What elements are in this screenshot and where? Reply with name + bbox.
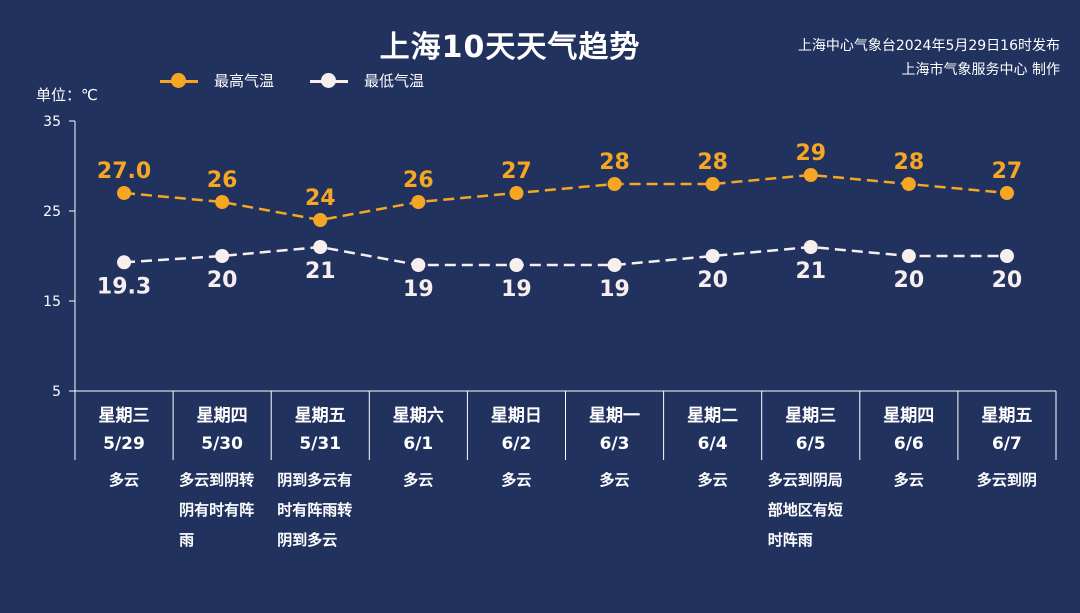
day-column: 星期三 5/29 多云 [75,391,173,495]
day-weather: 多云到阴转阴有时有阵雨 [179,471,255,549]
y-tick-label: 15 [43,294,61,310]
legend-low-marker [321,73,336,88]
chart-title: 上海10天天气趋势 [379,30,641,65]
low-temp-point [607,258,622,272]
high-temp-point [705,177,720,191]
low-temp-label: 21 [795,259,826,284]
high-temp-label: 27.0 [97,159,151,184]
high-temp-point [411,195,426,209]
day-column: 星期一 6/3 多云 [566,391,664,495]
day-weekday: 星期一 [589,406,640,426]
low-temp-label: 20 [207,268,238,293]
high-temp-label: 24 [305,186,336,211]
day-weather: 多云 [501,471,532,489]
day-date: 6/7 [991,434,1022,454]
day-column: 星期二 6/4 多云 [664,391,762,495]
high-temp-label: 28 [894,150,925,175]
day-date: 5/30 [201,434,243,454]
legend-high-marker [171,73,186,88]
high-temp-point [901,177,916,191]
high-temp-point [999,186,1014,200]
day-weekday: 星期五 [981,406,1033,426]
day-date: 6/1 [403,434,434,454]
day-weekday: 星期三 [98,406,150,426]
day-date: 6/4 [697,434,728,454]
high-temp-label: 26 [207,168,238,193]
day-column: 星期四 5/30 多云到阴转阴有时有阵雨 [173,391,271,555]
day-column: 星期五 5/31 阴到多云有时有阵雨转阴到多云 [271,391,369,555]
y-tick-label: 25 [43,204,61,220]
low-temp-label: 21 [305,259,336,284]
low-temp-label: 19.3 [97,274,151,299]
low-temp-point [313,240,328,254]
low-temp-point [705,249,720,263]
day-weekday: 星期日 [490,406,542,426]
high-temp-label: 27 [992,159,1023,184]
day-weather: 多云 [893,471,924,489]
high-temp-label: 28 [599,150,630,175]
high-temp-label: 27 [501,159,532,184]
publisher-line-1: 上海中心气象台2024年5月29日16时发布 [797,38,1060,54]
low-temp-label: 20 [894,268,925,293]
day-date: 6/5 [795,434,826,454]
low-temp-line [123,245,1007,267]
day-date: 6/2 [501,434,532,454]
low-temp-point [215,249,230,263]
day-column: 星期五 6/7 多云到阴 [958,391,1056,495]
day-weekday: 星期三 [785,406,837,426]
day-column: 星期六 6/1 多云 [369,391,467,495]
low-temp-point [411,258,426,272]
publisher-info: 上海中心气象台2024年5月29日16时发布 上海市气象服务中心 制作 [798,34,1060,82]
high-temp-label: 29 [795,141,826,166]
day-weather: 多云 [599,471,630,489]
day-column: 星期日 6/2 多云 [467,391,565,495]
high-temp-point [803,168,818,182]
low-temp-point [999,249,1014,263]
high-temp-line [123,173,1008,222]
publisher-line-2: 上海市气象服务中心 制作 [901,62,1060,78]
legend-high-label: 最高气温 [214,72,275,90]
day-weekday: 星期六 [392,406,444,426]
low-temp-point [803,240,818,254]
low-temp-label: 20 [992,268,1023,293]
day-weather: 多云到阴 [976,471,1037,489]
high-temp-point [509,186,524,200]
high-temp-point [117,186,132,200]
low-temp-point [117,255,132,270]
low-temp-point [901,249,916,263]
day-weather: 多云 [403,471,434,489]
low-temp-label: 19 [501,277,532,302]
legend-low-label: 最低气温 [364,72,425,90]
unit-label: 单位：℃ [36,86,98,104]
day-weather: 阴到多云有时有阵雨转阴到多云 [277,471,353,549]
day-date: 6/3 [599,434,630,454]
high-temp-point [313,213,328,227]
day-weather: 多云 [697,471,728,489]
day-date: 6/6 [893,434,924,454]
high-temp-point [215,195,230,209]
low-temp-label: 19 [599,277,630,302]
day-weather: 多云到阴局部地区有短时阵雨 [767,471,843,549]
day-weekday: 星期五 [294,406,346,426]
day-weekday: 星期四 [196,406,248,426]
day-column: 星期四 6/6 多云 [860,391,958,495]
high-temp-label: 28 [697,150,728,175]
y-tick-label: 5 [52,384,61,400]
low-temp-label: 20 [697,268,728,293]
day-date: 5/29 [103,434,145,454]
day-weather: 多云 [108,471,139,489]
low-temp-label: 19 [403,277,434,302]
day-weekday: 星期二 [687,406,739,426]
day-date: 5/31 [299,434,342,454]
high-temp-point [607,177,622,191]
day-column: 星期三 6/5 多云到阴局部地区有短时阵雨 [762,391,860,555]
day-weekday: 星期四 [883,406,935,426]
high-temp-label: 26 [403,168,434,193]
low-temp-point [509,258,524,272]
y-tick-label: 35 [43,114,61,130]
